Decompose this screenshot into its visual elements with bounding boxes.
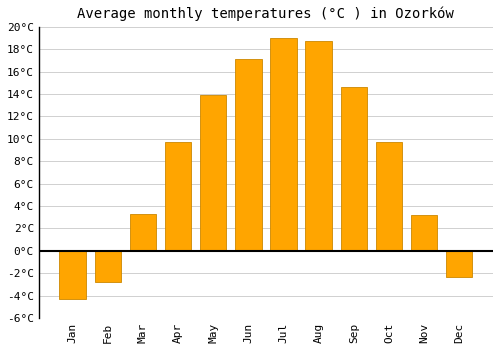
Title: Average monthly temperatures (°C ) in Ozorków: Average monthly temperatures (°C ) in Oz… <box>78 7 454 21</box>
Bar <box>235 59 262 251</box>
Bar <box>94 251 121 282</box>
Bar <box>376 142 402 251</box>
Bar <box>270 38 296 251</box>
Bar <box>411 215 438 251</box>
Bar <box>200 95 226 251</box>
Bar <box>306 41 332 251</box>
Bar <box>340 87 367 251</box>
Bar <box>130 214 156 251</box>
Bar <box>60 251 86 299</box>
Bar <box>446 251 472 276</box>
Bar <box>165 142 191 251</box>
